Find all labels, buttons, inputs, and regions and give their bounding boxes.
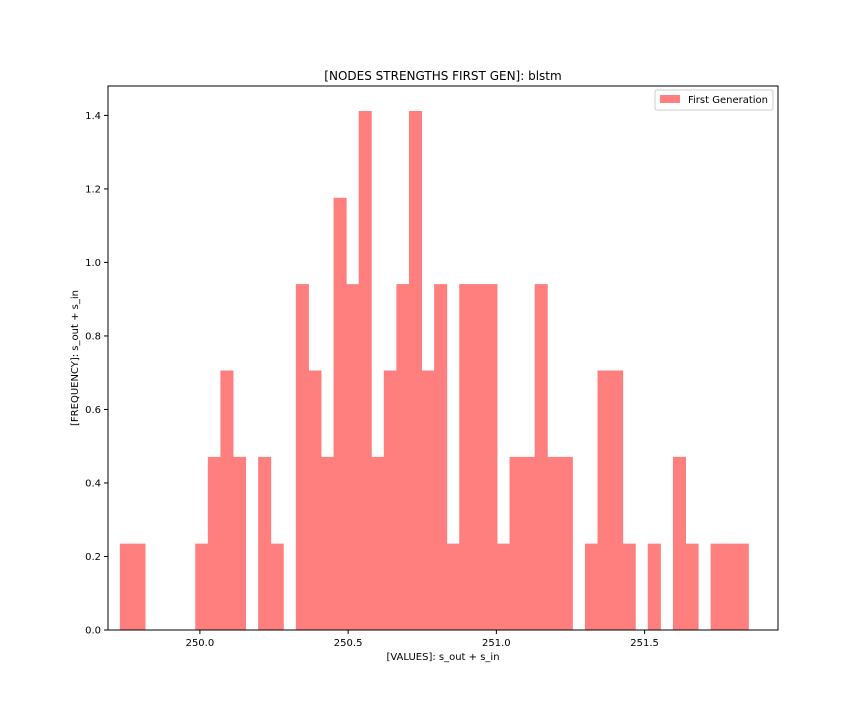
histogram-bar	[308, 370, 322, 630]
histogram-bar	[207, 456, 221, 630]
y-tick-label: 0.0	[85, 626, 101, 637]
y-tick-label: 0.4	[85, 478, 101, 489]
histogram-bar	[534, 284, 548, 630]
histogram-bar	[396, 284, 410, 630]
y-axis-ticks: 0.0 0.2 0.4 0.6 0.8 1.0 1.2 1.4	[85, 111, 108, 637]
histogram-bar	[685, 543, 699, 630]
y-axis-label: [FREQUENCY]: s_out + s_in	[70, 290, 81, 426]
histogram-bar	[383, 370, 397, 630]
histogram-bar	[446, 543, 460, 630]
histogram-bar	[459, 284, 473, 630]
histogram-bar	[346, 284, 360, 630]
histogram-bar	[295, 284, 309, 630]
histogram-bar	[270, 543, 284, 630]
histogram-bar	[220, 370, 234, 630]
histogram-bar	[559, 456, 573, 630]
histogram-bar	[647, 543, 661, 630]
y-tick-label: 1.4	[85, 111, 101, 122]
histogram-bar	[723, 543, 737, 630]
legend-swatch	[660, 95, 680, 103]
bars-group	[119, 110, 749, 631]
histogram-bar	[320, 456, 335, 630]
histogram-bar	[195, 543, 209, 630]
y-tick-label: 0.8	[85, 331, 101, 342]
y-tick-label: 1.2	[85, 184, 101, 195]
histogram-bar	[522, 456, 536, 630]
histogram-bar	[258, 456, 272, 630]
chart-title: [NODES STRENGTHS FIRST GEN]: blstm	[324, 69, 561, 83]
histogram-bar	[358, 110, 372, 631]
histogram-bar	[735, 543, 749, 630]
histogram-bar	[584, 543, 599, 630]
histogram-bar	[496, 543, 511, 630]
histogram-bar	[232, 456, 247, 630]
x-tick-label: 250.0	[186, 638, 215, 649]
histogram-bar	[333, 197, 347, 630]
histogram-bar	[672, 456, 687, 630]
histogram-bar	[610, 370, 624, 630]
histogram-bar	[471, 284, 485, 630]
x-axis-ticks: 250.0 250.5 251.0 251.5	[186, 630, 659, 649]
histogram-bar	[710, 543, 724, 630]
x-axis-label: [VALUES]: s_out + s_in	[386, 652, 499, 663]
legend-box	[654, 89, 774, 111]
histogram-bar	[119, 543, 133, 630]
y-tick-label: 0.2	[85, 552, 101, 563]
plot-frame	[107, 85, 779, 631]
histogram-bar	[622, 543, 636, 630]
histogram-bar	[371, 456, 385, 630]
y-tick-label: 0.6	[85, 405, 101, 416]
x-tick-label: 251.0	[482, 638, 511, 649]
histogram-bar	[408, 110, 423, 631]
histogram-bar	[547, 456, 561, 630]
histogram-bar	[421, 370, 435, 630]
histogram-bar	[509, 456, 523, 630]
legend: First Generation	[654, 89, 774, 111]
y-tick-label: 1.0	[85, 258, 101, 269]
x-tick-label: 250.5	[334, 638, 363, 649]
histogram-bar	[132, 543, 146, 630]
x-tick-label: 251.5	[630, 638, 659, 649]
histogram-bar	[434, 284, 448, 630]
legend-label: First Generation	[688, 95, 768, 106]
histogram-bar	[597, 370, 611, 630]
histogram-bar	[484, 284, 498, 630]
